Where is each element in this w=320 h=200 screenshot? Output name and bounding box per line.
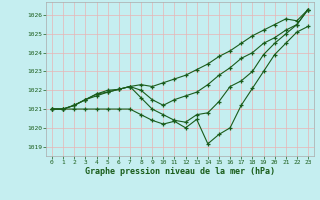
X-axis label: Graphe pression niveau de la mer (hPa): Graphe pression niveau de la mer (hPa) <box>85 167 275 176</box>
